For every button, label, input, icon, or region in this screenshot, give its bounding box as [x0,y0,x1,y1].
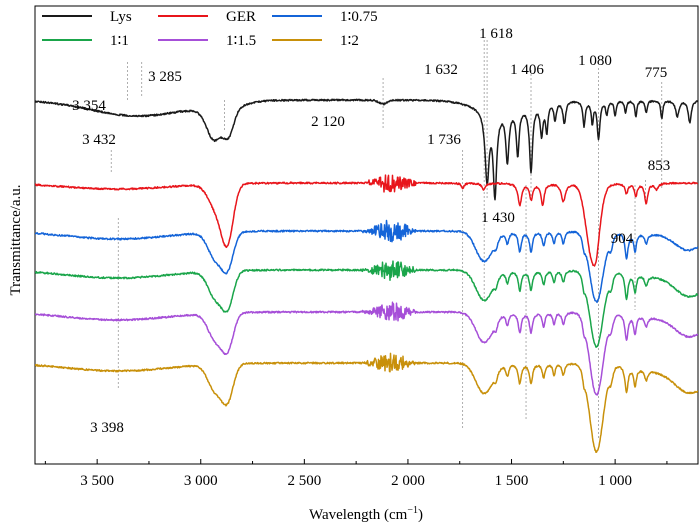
peak-annotation: 1 632 [424,62,458,78]
legend: Lys GER 1∶0.75 1∶1 1∶1.5 1∶2 [42,9,378,49]
x-tick-label: 3 500 [80,473,114,489]
peak-annotation: 904 [611,231,634,247]
peak-annotation: 775 [645,65,668,81]
series-line [35,352,698,454]
series-line [35,219,698,304]
legend-label: 1∶1.5 [226,33,256,49]
peak-annotation: 1 736 [427,132,461,148]
x-axis-label: Wavelength (cm−1) [309,505,423,523]
x-tick-label: 3 000 [184,473,218,489]
peak-annotation: 1 618 [479,26,513,42]
x-tick-label: 1 000 [598,473,632,489]
peak-annotation: 1 430 [481,210,515,226]
spectra-series [35,98,698,454]
peak-annotation: 1 406 [510,62,544,78]
x-axis: 3 500 3 000 2 500 2 000 1 500 1 000 [44,459,668,489]
series-line [35,98,698,201]
peak-annotation: 3 398 [90,420,124,436]
x-tick-label: 2 000 [391,473,425,489]
peak-annotation: 3 285 [148,69,182,85]
legend-label: 1∶0.75 [340,9,378,25]
legend-label: Lys [110,9,132,25]
peak-annotation: 3 354 [72,98,106,114]
plot-frame [34,5,699,465]
peak-annotation: 3 432 [82,132,116,148]
x-tick-label: 1 500 [495,473,529,489]
legend-label: GER [226,9,256,25]
reference-lines [110,40,663,440]
legend-label: 1∶1 [110,33,129,49]
x-tick-label: 2 500 [287,473,321,489]
x-axis-label-unit: −1 [407,505,418,516]
x-axis-label-main: Wavelength (cm [309,507,408,523]
series-line [35,301,698,396]
peak-annotation: 1 080 [578,53,612,69]
peak-annotation: 2 120 [311,114,345,130]
peak-annotation: 853 [648,158,671,174]
series-line [35,260,698,348]
legend-label: 1∶2 [340,33,359,49]
y-axis-label: Transmittance/a.u. [8,184,24,295]
series-line [35,174,698,267]
x-axis-label-close: ) [418,507,423,523]
peak-annotations: 3 354 3 285 2 120 1 632 1 618 1 406 1 080 775 3 … [72,26,670,436]
